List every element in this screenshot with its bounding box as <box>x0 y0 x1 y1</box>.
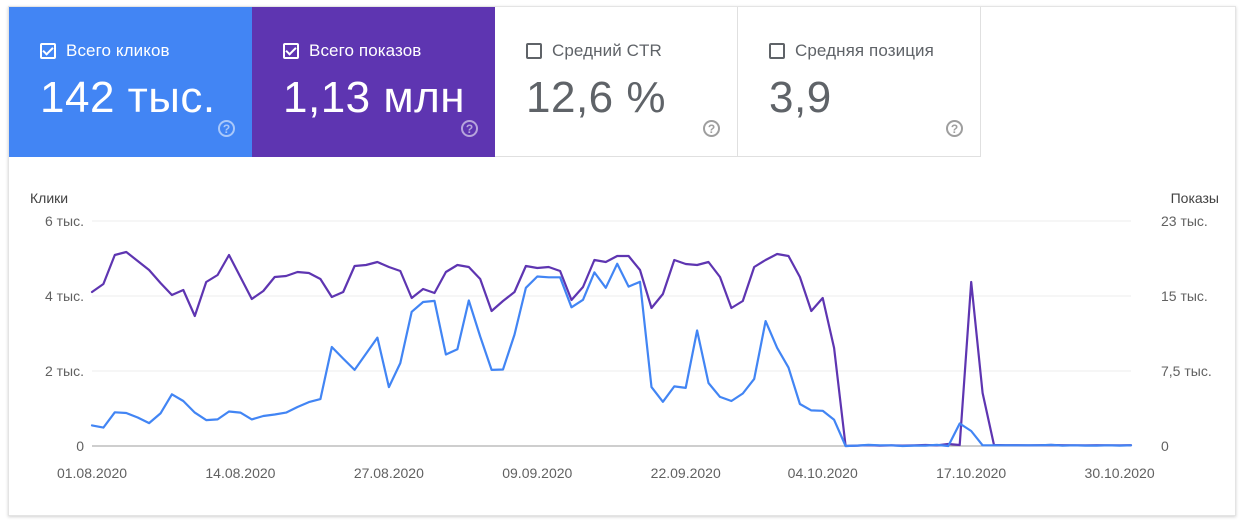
x-tick-label: 14.08.2020 <box>205 465 275 481</box>
x-tick-label: 30.10.2020 <box>1085 465 1155 481</box>
tile-value: 1,13 млн <box>283 73 466 122</box>
y-left-tick-label: 6 тыс. <box>45 213 84 229</box>
x-tick-label: 27.08.2020 <box>354 465 424 481</box>
tile-label: Всего кликов <box>66 41 170 60</box>
tile-average-position[interactable]: Средняя позиция 3,9 ? <box>738 7 981 157</box>
tile-label: Средняя позиция <box>795 41 934 60</box>
tile-total-clicks[interactable]: Всего кликов 142 тыс. ? <box>9 7 252 157</box>
tile-label: Всего показов <box>309 41 422 60</box>
y-left-tick-label: 4 тыс. <box>45 288 84 304</box>
y-left-tick-label: 0 <box>76 438 84 454</box>
checkbox-checked-icon[interactable] <box>40 43 56 59</box>
help-icon[interactable]: ? <box>703 120 720 137</box>
checkbox-unchecked-icon[interactable] <box>769 43 785 59</box>
y-right-tick-label: 15 тыс. <box>1161 288 1208 304</box>
metric-tiles: Всего кликов 142 тыс. ? Всего показов 1,… <box>9 7 981 157</box>
tile-value: 142 тыс. <box>40 73 216 122</box>
y-right-tick-label: 0 <box>1161 438 1169 454</box>
tile-total-impressions[interactable]: Всего показов 1,13 млн ? <box>252 7 495 157</box>
performance-chart: 0 0 2 тыс. 7,5 тыс. 4 тыс. 15 тыс. 6 тыс. 23 ты… <box>30 190 1219 481</box>
x-tick-label: 09.09.2020 <box>502 465 572 481</box>
series-line-impressions <box>90 250 1133 448</box>
series-line-clicks <box>90 262 1133 448</box>
checkbox-checked-icon[interactable] <box>283 43 299 59</box>
y-left-tick-label: 2 тыс. <box>45 363 84 379</box>
tile-value: 3,9 <box>769 73 832 122</box>
tile-value: 12,6 % <box>526 73 666 122</box>
help-icon[interactable]: ? <box>946 120 963 137</box>
performance-card: Всего кликов 142 тыс. ? Всего показов 1,… <box>8 6 1236 516</box>
x-tick-label: 22.09.2020 <box>651 465 721 481</box>
y-right-tick-label: 23 тыс. <box>1161 213 1208 229</box>
tile-average-ctr[interactable]: Средний CTR 12,6 % ? <box>495 7 738 157</box>
help-icon[interactable]: ? <box>461 120 478 137</box>
tile-label: Средний CTR <box>552 41 662 60</box>
x-tick-label: 17.10.2020 <box>936 465 1006 481</box>
checkbox-unchecked-icon[interactable] <box>526 43 542 59</box>
x-tick-label: 01.08.2020 <box>57 465 127 481</box>
y-right-tick-label: 7,5 тыс. <box>1161 363 1212 379</box>
y-left-axis-title: Клики <box>30 190 68 206</box>
x-tick-label: 04.10.2020 <box>788 465 858 481</box>
y-right-axis-title: Показы <box>1171 190 1219 206</box>
help-icon[interactable]: ? <box>218 120 235 137</box>
